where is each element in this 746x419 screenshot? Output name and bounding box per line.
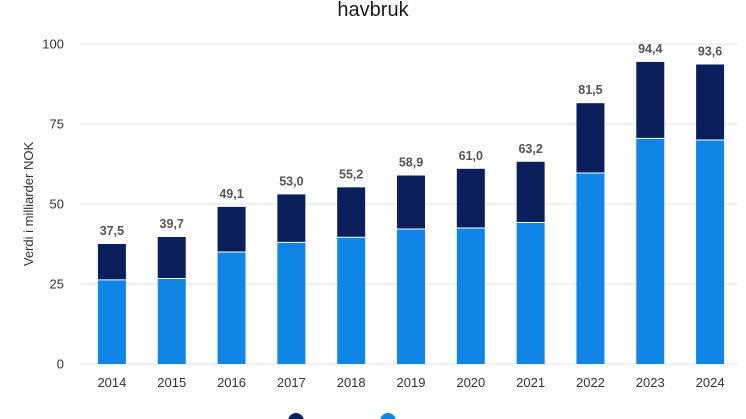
bar-segment-2015-s1 [157, 236, 186, 279]
y-tick-label: 75 [50, 117, 64, 132]
bar-total-label-2022: 81,5 [578, 83, 602, 97]
legend [288, 413, 396, 419]
bar-total-label-2024: 93,6 [698, 44, 722, 58]
x-tick-label: 2016 [217, 375, 246, 390]
y-tick-label: 50 [50, 197, 64, 212]
legend-marker-s1 [380, 413, 396, 419]
legend-marker-s0 [288, 413, 304, 419]
y-axis-ticks: 0 25 50 75 100 [42, 37, 64, 372]
y-tick-label: 25 [50, 277, 64, 292]
x-tick-label: 2019 [397, 375, 426, 390]
x-tick-label: 2023 [636, 375, 665, 390]
x-tick-label: 2020 [456, 375, 485, 390]
x-tick-label: 2022 [576, 375, 605, 390]
y-axis-label: Verdi i milliarder NOK [21, 142, 36, 267]
bar-segment-2023-s0 [636, 138, 665, 364]
bar-segment-2016-s1 [217, 206, 246, 252]
bar-total-label-2021: 63,2 [518, 142, 542, 156]
bar-segment-2024-s1 [696, 64, 725, 140]
chart-title: havbruk [337, 0, 409, 21]
bar-segment-2014-s1 [97, 244, 126, 280]
bar-segment-2020-s1 [456, 168, 485, 228]
bar-segment-2023-s1 [636, 61, 665, 139]
bar-segment-2017-s1 [277, 194, 306, 243]
data-labels: 37,5 39,7 49,1 53,0 55,2 58,9 61,0 63,2 81,5 94,4… [100, 42, 723, 238]
bar-total-label-2014: 37,5 [100, 224, 124, 238]
y-tick-label: 100 [42, 37, 64, 52]
bar-segment-2022-s0 [576, 172, 605, 364]
bar-segment-2021-s0 [516, 222, 545, 364]
x-tick-label: 2014 [97, 375, 126, 390]
bars [97, 61, 725, 364]
bar-total-label-2023: 94,4 [638, 42, 662, 56]
bar-segment-2020-s0 [456, 228, 485, 364]
x-axis-ticks: 2014 2015 2016 2017 2018 2019 2020 2021 2022 2023… [97, 375, 724, 390]
bar-segment-2024-s0 [696, 140, 725, 364]
x-tick-label: 2015 [157, 375, 186, 390]
bar-total-label-2017: 53,0 [279, 174, 303, 188]
bar-total-label-2019: 58,9 [399, 156, 423, 170]
bar-total-label-2016: 49,1 [219, 187, 243, 201]
bar-segment-2019-s1 [397, 175, 425, 229]
bar-segment-2015-s0 [157, 278, 186, 364]
bar-total-label-2015: 39,7 [160, 217, 184, 231]
bar-segment-2018-s1 [337, 187, 366, 238]
bar-segment-2017-s0 [277, 242, 306, 364]
bar-total-label-2020: 61,0 [459, 149, 483, 163]
bar-segment-2019-s0 [397, 228, 425, 364]
x-tick-label: 2017 [277, 375, 306, 390]
x-tick-label: 2024 [696, 375, 725, 390]
bar-total-label-2018: 55,2 [339, 167, 363, 181]
bar-segment-2014-s0 [97, 279, 126, 364]
x-tick-label: 2018 [337, 375, 366, 390]
bar-segment-2022-s1 [576, 103, 605, 173]
bar-segment-2016-s0 [217, 252, 246, 364]
bar-segment-2018-s0 [337, 237, 366, 364]
x-tick-label: 2021 [516, 375, 545, 390]
y-tick-label: 0 [57, 357, 64, 372]
bar-segment-2021-s1 [516, 161, 545, 223]
